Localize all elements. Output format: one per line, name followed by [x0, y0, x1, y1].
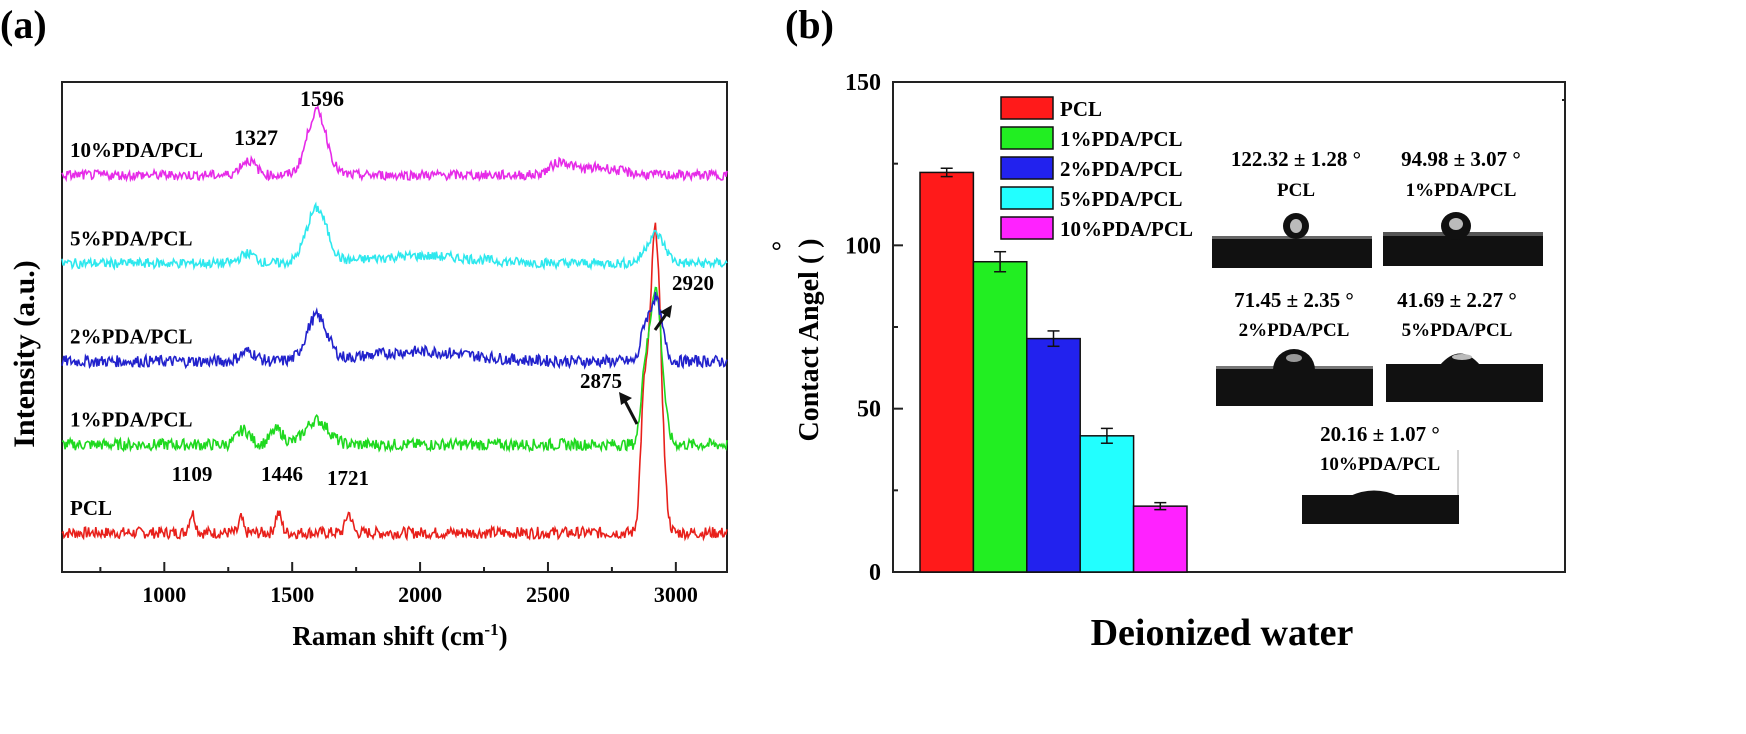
bar-y-ticks: 0 50 100 150	[845, 70, 903, 586]
bar-y-axis-title: Contact Angel ( )	[794, 239, 825, 442]
inset-1pda-caption: 1%PDA/PCL	[1406, 180, 1517, 201]
legend-swatch	[1000, 126, 1054, 150]
inset-10pda-value: 20.16 ± 1.07 °	[1320, 422, 1440, 446]
arrow-2920-head	[660, 305, 672, 318]
raman-series	[61, 105, 728, 542]
raman-x-tick-label: 1500	[270, 582, 314, 607]
raman-series-label: 10%PDA/PCL	[70, 138, 203, 162]
raman-series-label: 5%PDA/PCL	[70, 226, 193, 250]
raman-series-line	[61, 222, 728, 542]
bar-y-tick-label: 50	[857, 397, 881, 423]
inset-5pda-value: 41.69 ± 2.27 °	[1397, 288, 1517, 312]
raman-chart: 1000 1500 2000 2500 3000 PCL 1%PDA/PCL 2%PDA/P…	[8, 81, 728, 651]
bar	[1132, 505, 1188, 573]
legend-label: 5%PDA/PCL	[1060, 187, 1183, 211]
raman-series-line	[61, 201, 728, 271]
raman-x-tick-label: 1000	[142, 582, 186, 607]
bar-y-tick-label: 100	[845, 233, 881, 259]
bar-y-axis-degree: °	[767, 241, 796, 251]
raman-series-label: PCL	[70, 496, 112, 520]
bar	[1079, 435, 1135, 573]
raman-x-tick-label: 3000	[654, 582, 698, 607]
contact-angle-chart: 0 50 100 150 PCL 1%PDA/PCL 2%PDA/PCL 5%PDA/PCL…	[767, 70, 1566, 654]
inset-1pda-value: 94.98 ± 3.07 °	[1401, 147, 1521, 171]
legend-label: 2%PDA/PCL	[1060, 157, 1183, 181]
annotation-2920: 2920	[672, 271, 714, 295]
panel-a-label: (a)	[0, 2, 47, 47]
bar-y-tick-label: 0	[869, 560, 881, 586]
inset-10pda: 20.16 ± 1.07 ° 10%PDA/PCL	[1302, 422, 1459, 524]
annotation-1596: 1596	[300, 86, 344, 111]
inset-2pda-value: 71.45 ± 2.35 °	[1234, 288, 1354, 312]
legend-swatch	[1000, 96, 1054, 120]
inset-5pda: 41.69 ± 2.27 ° 5%PDA/PCL	[1386, 288, 1543, 402]
inset-5pda-caption: 5%PDA/PCL	[1402, 320, 1513, 341]
annotation-2875: 2875	[580, 369, 622, 393]
legend-label: 1%PDA/PCL	[1060, 127, 1183, 151]
bar-x-axis-title: Deionized water	[1091, 612, 1354, 654]
inset-10pda-surface	[1302, 495, 1459, 524]
bar-legend: PCL 1%PDA/PCL 2%PDA/PCL 5%PDA/PCL 10%PDA/PCL	[1000, 96, 1193, 241]
inset-pcl-surface	[1212, 238, 1372, 268]
arrow-2875	[623, 400, 639, 425]
arrow-2875-head	[619, 392, 632, 405]
raman-plot-frame	[61, 81, 728, 573]
annotation-1109: 1109	[172, 462, 213, 486]
raman-series-labels: PCL 1%PDA/PCL 2%PDA/PCL 5%PDA/PCL 10%PDA/PCL	[70, 138, 203, 520]
inset-10pda-droplet	[1350, 490, 1398, 496]
bar	[972, 260, 1028, 573]
raman-y-axis-title: Intensity (a.u.)	[8, 260, 41, 448]
annotation-1721: 1721	[327, 466, 369, 490]
raman-series-line	[61, 291, 728, 370]
legend-swatch	[1000, 186, 1054, 210]
inset-2pda-surface	[1216, 368, 1373, 406]
inset-1pda-surface	[1383, 236, 1543, 266]
inset-5pda-surface	[1386, 364, 1543, 402]
annotation-1327: 1327	[234, 125, 278, 150]
raman-series-line	[61, 286, 728, 453]
raman-x-ticks: 1000 1500 2000 2500 3000	[99, 562, 698, 607]
bar-y-tick-label: 150	[845, 70, 881, 96]
legend-label: PCL	[1060, 97, 1102, 121]
legend-swatch	[1000, 156, 1054, 180]
raman-x-tick-label: 2500	[526, 582, 570, 607]
raman-series-label: 2%PDA/PCL	[70, 324, 193, 348]
inset-pcl-caption: PCL	[1277, 180, 1315, 201]
raman-series-label: 1%PDA/PCL	[70, 408, 193, 432]
inset-1pda: 94.98 ± 3.07 ° 1%PDA/PCL	[1383, 147, 1543, 266]
inset-pcl: 122.32 ± 1.28 ° 1%PDA/PCL PCL	[1212, 147, 1372, 268]
bar	[1026, 337, 1081, 573]
inset-10pda-caption: 10%PDA/PCL	[1320, 454, 1440, 475]
raman-x-tick-label: 2000	[398, 582, 442, 607]
bar	[919, 171, 975, 573]
raman-x-axis-title: Raman shift (cm-1)	[292, 620, 507, 651]
legend-swatch	[1000, 216, 1054, 240]
inset-pcl-value: 122.32 ± 1.28 °	[1231, 147, 1361, 171]
raman-series-line	[61, 105, 728, 183]
inset-2pda-caption: 2%PDA/PCL	[1239, 320, 1350, 341]
annotation-1446: 1446	[261, 462, 303, 486]
bars	[919, 167, 1188, 573]
legend-label: 10%PDA/PCL	[1060, 217, 1193, 241]
arrow-2920	[653, 312, 669, 331]
inset-2pda: 71.45 ± 2.35 ° 2%PDA/PCL	[1216, 288, 1373, 406]
panel-b-label: (b)	[785, 2, 834, 47]
